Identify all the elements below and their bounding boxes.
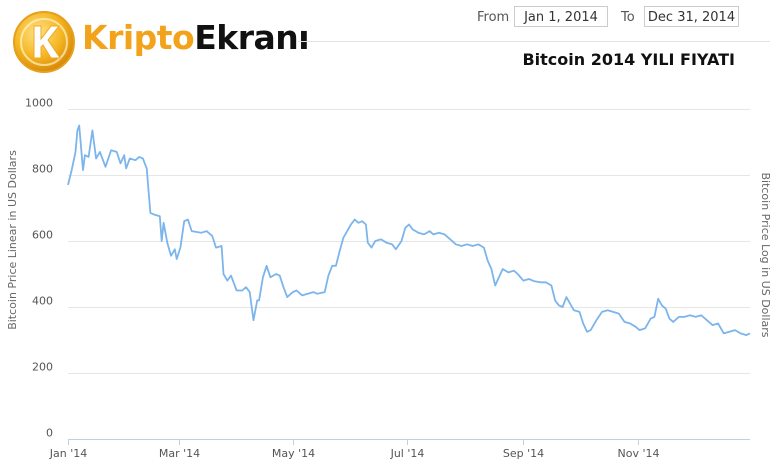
y-axis-title-right: Bitcoin Price Log in US Dollars: [759, 172, 772, 337]
brand-prefix: Kripto: [82, 18, 195, 57]
x-tick-label: Mar '14: [159, 447, 200, 460]
y-tick-label: 1000: [25, 97, 53, 110]
header-divider: [298, 41, 770, 42]
brand-suffix: Ekranı: [194, 18, 310, 57]
range-to-input[interactable]: Dec 31, 2014: [644, 6, 739, 27]
y-tick-label: 400: [32, 295, 53, 308]
x-tick-label: May '14: [272, 447, 315, 460]
y-axis-title-left: Bitcoin Price Linear in US Dollars: [6, 150, 19, 330]
price-series-line: [67, 124, 751, 336]
range-from-input[interactable]: Jan 1, 2014: [514, 6, 608, 27]
chart-title: Bitcoin 2014 YILI FIYATI: [522, 50, 735, 69]
y-tick-label: 0: [46, 427, 53, 440]
x-tick-label: Jul '14: [390, 447, 425, 460]
x-tick-label: Nov '14: [618, 447, 660, 460]
brand-logo: KriptoEkranı: [12, 10, 310, 74]
x-tick-label: Sep '14: [503, 447, 544, 460]
range-from-label: From: [477, 10, 510, 25]
y-axis-ticks: 0 200 400 600 800 1000: [25, 97, 53, 440]
y-tick-label: 800: [32, 163, 53, 176]
x-tick-label: Jan '14: [49, 447, 87, 460]
y-tick-label: 600: [32, 229, 53, 242]
brand-wordmark: KriptoEkranı: [82, 18, 310, 58]
range-to-label: To: [621, 10, 635, 25]
grid-lines: [68, 109, 750, 440]
y-tick-label: 200: [32, 361, 53, 374]
bitcoin-coin-icon: [13, 11, 75, 73]
x-axis-ticks: Jan '14 Mar '14 May '14 Jul '14 Sep '14 Nov '…: [49, 439, 750, 460]
